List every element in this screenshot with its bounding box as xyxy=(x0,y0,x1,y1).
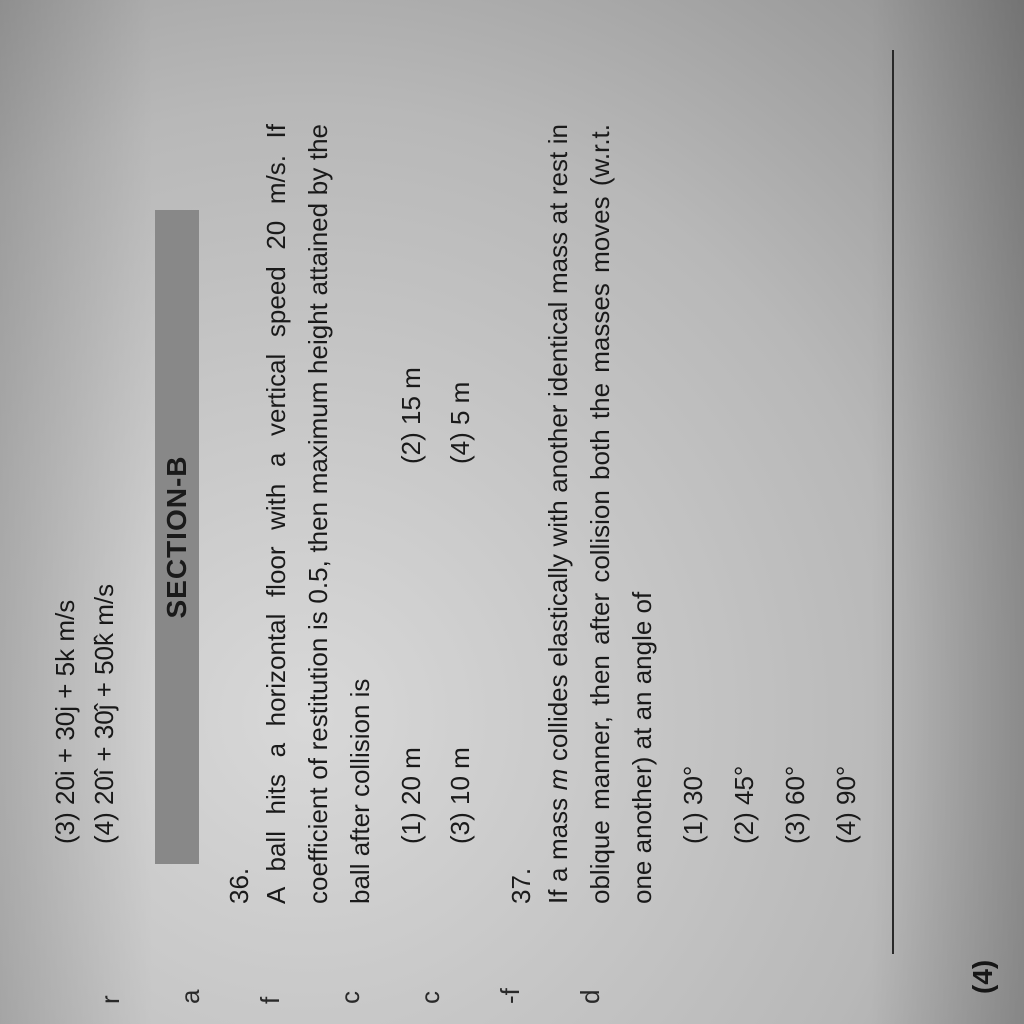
top-option-fragment: (3) 20i + 30j + 5k m/s xyxy=(50,70,81,844)
q37-text-pre: If a mass xyxy=(543,790,573,904)
option-1: (1) 20 m xyxy=(396,464,427,844)
margin-char: r xyxy=(80,988,140,1004)
option-3: (3) 60° xyxy=(780,70,811,844)
question-text: If a mass m collides elastically with an… xyxy=(537,124,663,904)
margin-char: -f xyxy=(480,988,540,1004)
q37-var: m xyxy=(543,769,573,791)
question-text: A ball hits a horizontal floor with a ve… xyxy=(255,124,381,904)
question-37: 37. If a mass m collides elastically wit… xyxy=(506,70,862,904)
question-number: 37. xyxy=(506,854,537,904)
margin-char: d xyxy=(560,988,620,1004)
margin-char: c xyxy=(320,988,380,1004)
margin-char: f xyxy=(240,988,300,1004)
bottom-divider xyxy=(892,50,894,954)
option-4: (4) 5 m xyxy=(445,84,476,464)
bottom-marker: (4) xyxy=(967,960,999,994)
option-4-top: (4) 20î + 30ĵ + 50k̂ m/s xyxy=(89,70,120,844)
margin-char: c xyxy=(400,988,460,1004)
q37-options: (1) 30° (2) 45° (3) 60° (4) 90° xyxy=(678,70,862,844)
option-4: (4) 90° xyxy=(831,70,862,844)
question-36: 36. A ball hits a horizontal floor with … xyxy=(224,70,476,904)
q36-options: (1) 20 m (2) 15 m (3) 10 m (4) 5 m xyxy=(396,70,476,844)
question-number: 36. xyxy=(224,854,255,904)
option-1: (1) 30° xyxy=(678,70,709,844)
option-2: (2) 15 m xyxy=(396,84,427,464)
option-2: (2) 45° xyxy=(729,70,760,844)
section-header: SECTION-B xyxy=(155,210,199,864)
option-3: (3) 10 m xyxy=(445,464,476,844)
margin-char: a xyxy=(160,988,220,1004)
left-margin-fragments: r a f c c -f d xyxy=(80,988,640,1004)
